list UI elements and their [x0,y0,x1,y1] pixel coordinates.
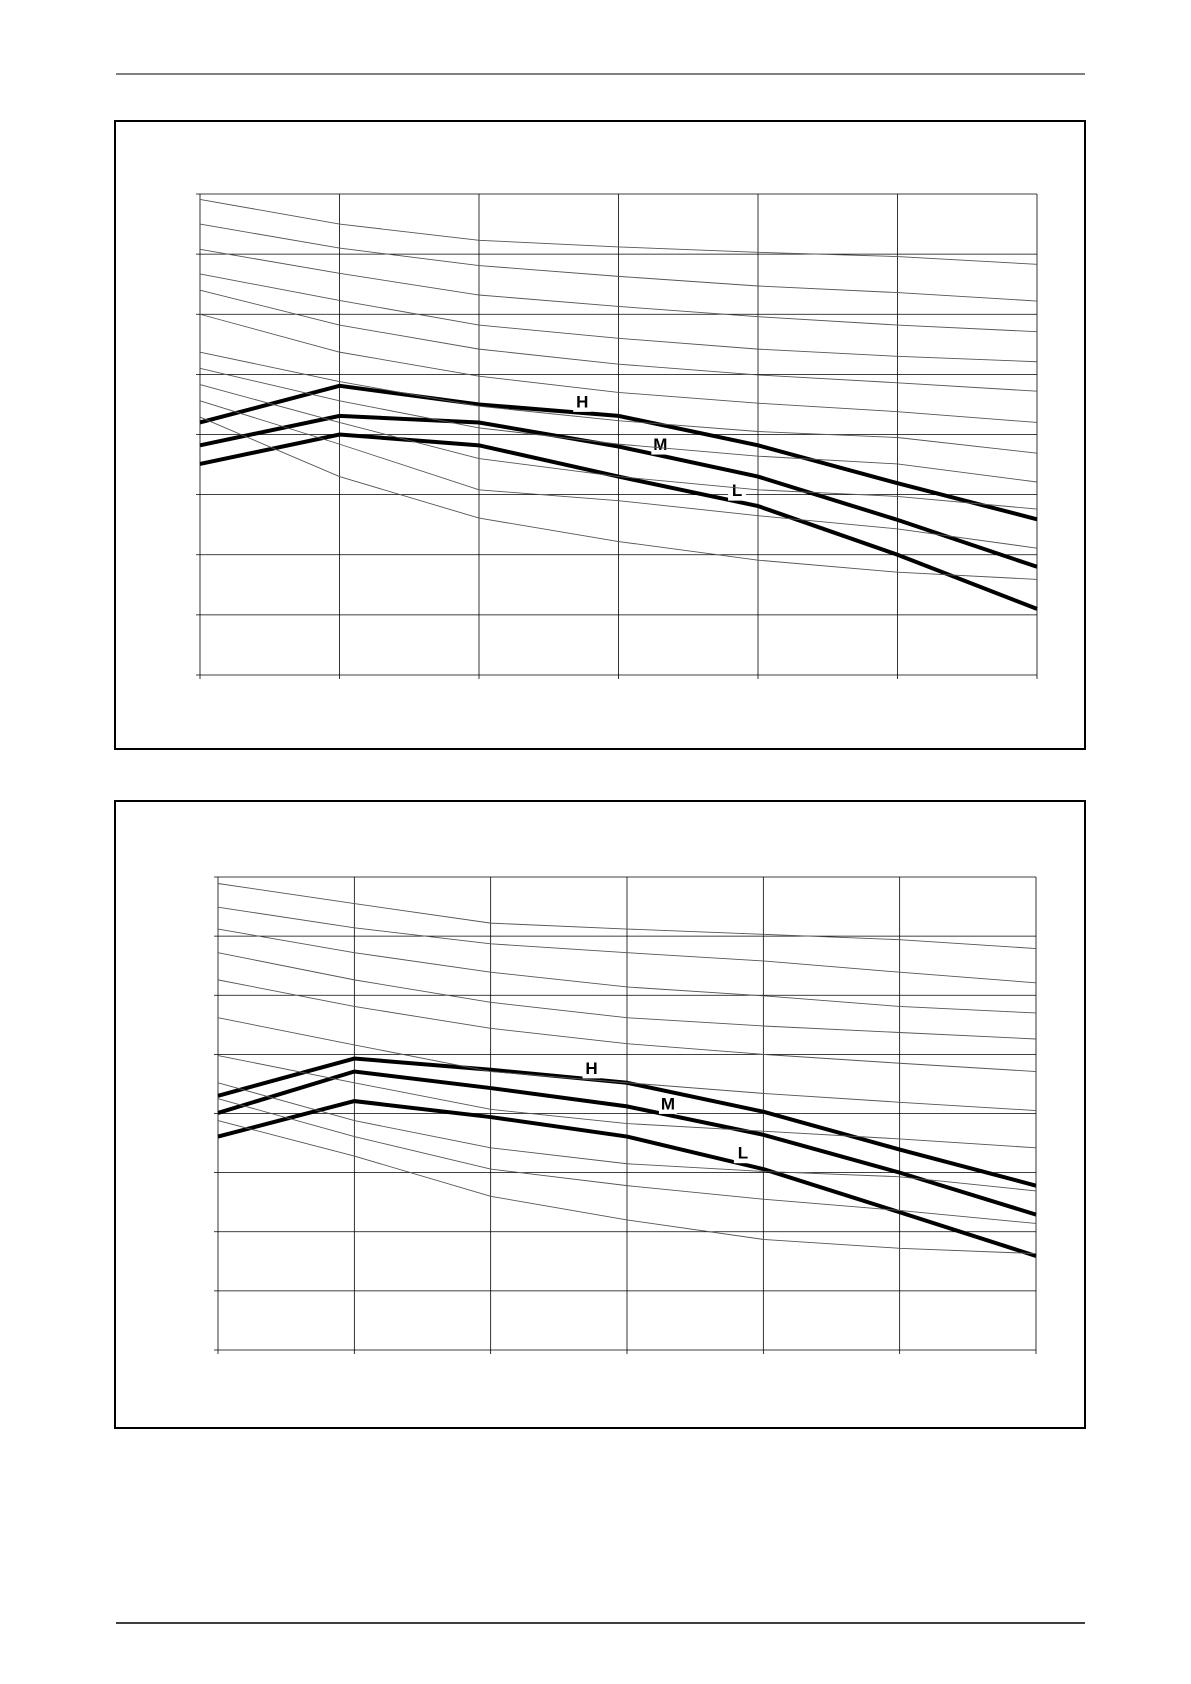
curve-line [217,883,1037,949]
curve-line [199,273,1038,363]
curve-line [199,367,1038,483]
curve-line [199,313,1038,423]
chart-frame [114,800,1086,1429]
series-label: L [738,1144,748,1163]
series-label: H [576,392,588,411]
curve-line [199,223,1038,302]
curve-line [199,416,1038,580]
label-backing [658,1095,677,1114]
series-label: H [585,1059,597,1078]
curve-line [217,979,1037,1072]
series-line [217,1099,1037,1258]
series-label: M [653,435,667,454]
label-backing [733,1145,752,1164]
curve-line [217,1098,1037,1224]
curve-line [199,351,1038,454]
chart-frame [114,120,1086,750]
series-line [199,383,1038,522]
label-backing [651,436,670,455]
series-label: L [732,481,742,500]
series-line [199,413,1038,569]
curve-line [217,906,1037,984]
curve-line [199,198,1038,265]
curve-line [199,289,1038,392]
label-backing [582,1060,601,1079]
curve-line [199,384,1038,510]
curve-line [199,248,1038,333]
series-line [217,1069,1037,1217]
label-backing [573,393,592,412]
curve-line [217,1055,1037,1149]
curve-line [199,400,1038,549]
curve-line [217,1082,1037,1192]
series-label: M [661,1094,675,1113]
curve-line [217,1017,1037,1111]
curve-line [217,928,1037,1014]
curve-line [217,952,1037,1040]
curve-line [217,1120,1037,1255]
